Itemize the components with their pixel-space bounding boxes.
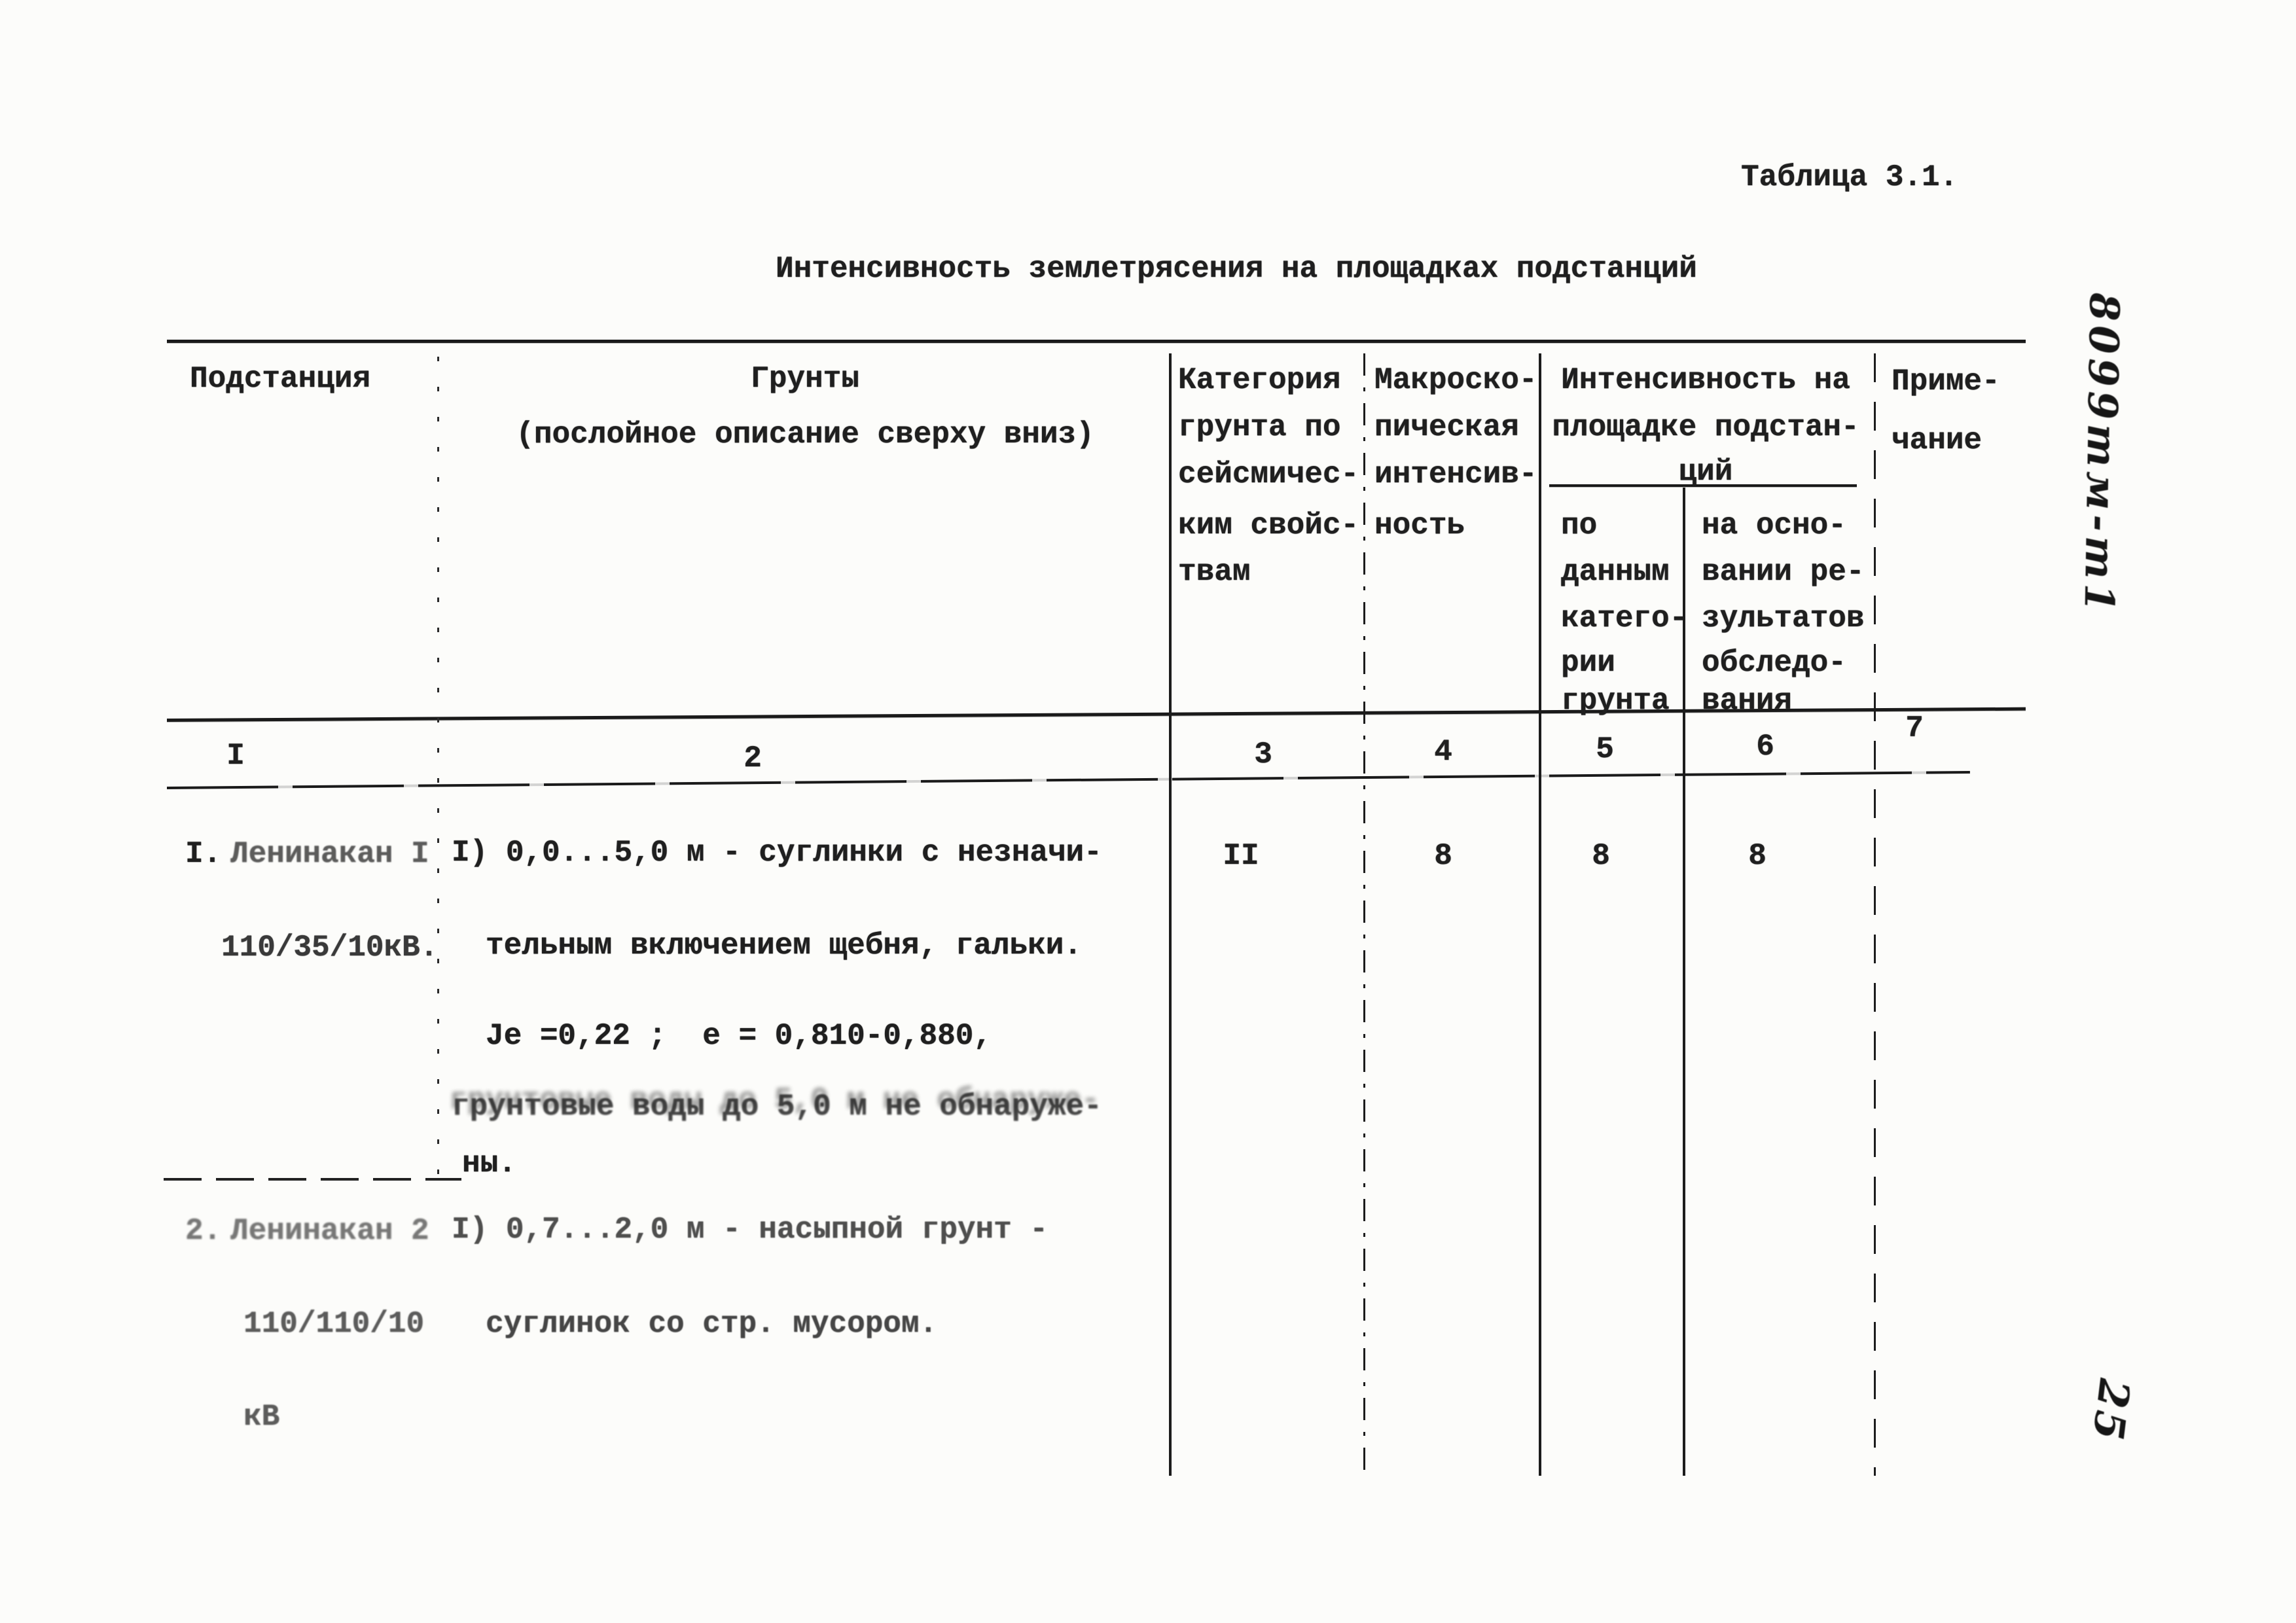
header-note-line: чание — [1892, 423, 1982, 457]
row1-intensity-survey-value: 8 — [1748, 839, 1767, 873]
header-category-line: твам — [1178, 555, 1251, 589]
row2-substation-name: Ленинакан 2 — [230, 1214, 429, 1248]
row1-voltage: 110/35/10кВ. — [221, 931, 439, 965]
header-bysurvey-line: зультатов — [1702, 601, 1865, 635]
column-number: 2 — [744, 741, 762, 776]
row-separator-partial — [164, 1178, 461, 1181]
divider-col5-col6 — [1683, 488, 1685, 1476]
table-border-top — [167, 340, 2026, 343]
row1-macro-value: 8 — [1434, 839, 1452, 873]
row2-soil-line: I) 0,7...2,0 м - насыпной грунт - — [452, 1213, 1048, 1247]
column-number: 7 — [1905, 711, 1924, 745]
header-intensity-line: ций — [1678, 455, 1733, 489]
header-intensity-line: площадке подстан- — [1552, 410, 1859, 444]
header-intensity-line: Интенсивность на — [1561, 363, 1850, 397]
row1-soil-line: тельным включением щебня, гальки. — [486, 929, 1082, 963]
header-macro-line: пическая — [1374, 410, 1519, 444]
header-category-line: сейсмичес- — [1178, 457, 1359, 491]
header-bysurvey-line: вании ре- — [1702, 555, 1865, 589]
header-soils-subtitle: (послойное описание сверху вниз) — [516, 418, 1094, 452]
header-bysoil-line: данным — [1561, 555, 1670, 589]
header-macro-line: Макроско- — [1374, 363, 1537, 397]
divider-col2-col3 — [1169, 353, 1172, 1476]
column-number: 3 — [1254, 738, 1272, 772]
header-soils: Грунты — [751, 362, 859, 396]
table-label: Таблица 3.1. — [1741, 160, 1958, 194]
divider-col4-col5 — [1539, 353, 1541, 1476]
header-substation: Подстанция — [190, 362, 371, 396]
row1-soil-line: грунтовые воды до 5,0 м не обнаруже- — [452, 1090, 1102, 1124]
header-bysoil-line: катего- — [1561, 601, 1688, 635]
header-bysoil-line: рии — [1561, 646, 1615, 680]
row1-substation-name: Ленинакан I — [230, 837, 429, 871]
column-number: 5 — [1596, 732, 1614, 766]
row1-intensity-soil-value: 8 — [1592, 839, 1610, 873]
row1-soil-line: Је =0,22 ; е = 0,810-0,880, — [486, 1019, 992, 1053]
handwritten-page-number: 25 — [2082, 1376, 2139, 1446]
header-category-line: Категория — [1178, 363, 1341, 397]
row1-soil-line: ны. — [462, 1147, 516, 1181]
handwritten-doc-code: 8099тм-т1 — [2075, 292, 2128, 617]
header-bysoil-line: по — [1561, 508, 1598, 543]
header-macro-line: интенсив- — [1374, 457, 1537, 491]
column-number: 4 — [1434, 735, 1452, 769]
row2-soil-line: суглинок со стр. мусором. — [486, 1307, 938, 1341]
row2-voltage-line: кВ — [243, 1400, 280, 1434]
row2-number: 2. — [185, 1214, 222, 1248]
column-number: I — [226, 739, 245, 773]
divider-col3-col4 — [1363, 353, 1365, 1476]
row1-soil-line: I) 0,0...5,0 м - суглинки с незначи- — [452, 836, 1102, 870]
divider-col1-col2 — [437, 357, 439, 1178]
column-number: 6 — [1756, 730, 1774, 764]
header-category-line: ким свойс- — [1178, 508, 1359, 543]
header-bysurvey-line: на осно- — [1702, 508, 1846, 543]
row1-category-value: II — [1223, 839, 1259, 873]
merged-header-underline — [1549, 484, 1857, 487]
row1-number: I. — [185, 837, 222, 871]
page-title: Интенсивность землетрясения на площадках… — [776, 252, 1697, 286]
header-bysurvey-line: вания — [1702, 684, 1793, 718]
header-note-line: Приме- — [1892, 365, 2000, 399]
header-bysurvey-line: обследо- — [1702, 646, 1846, 680]
header-bysoil-line: грунта — [1561, 684, 1670, 718]
divider-col6-col7 — [1874, 353, 1876, 1476]
header-macro-line: ность — [1374, 508, 1465, 543]
row2-voltage-line: 110/110/10 — [243, 1307, 425, 1341]
header-category-line: грунта по — [1178, 410, 1341, 444]
